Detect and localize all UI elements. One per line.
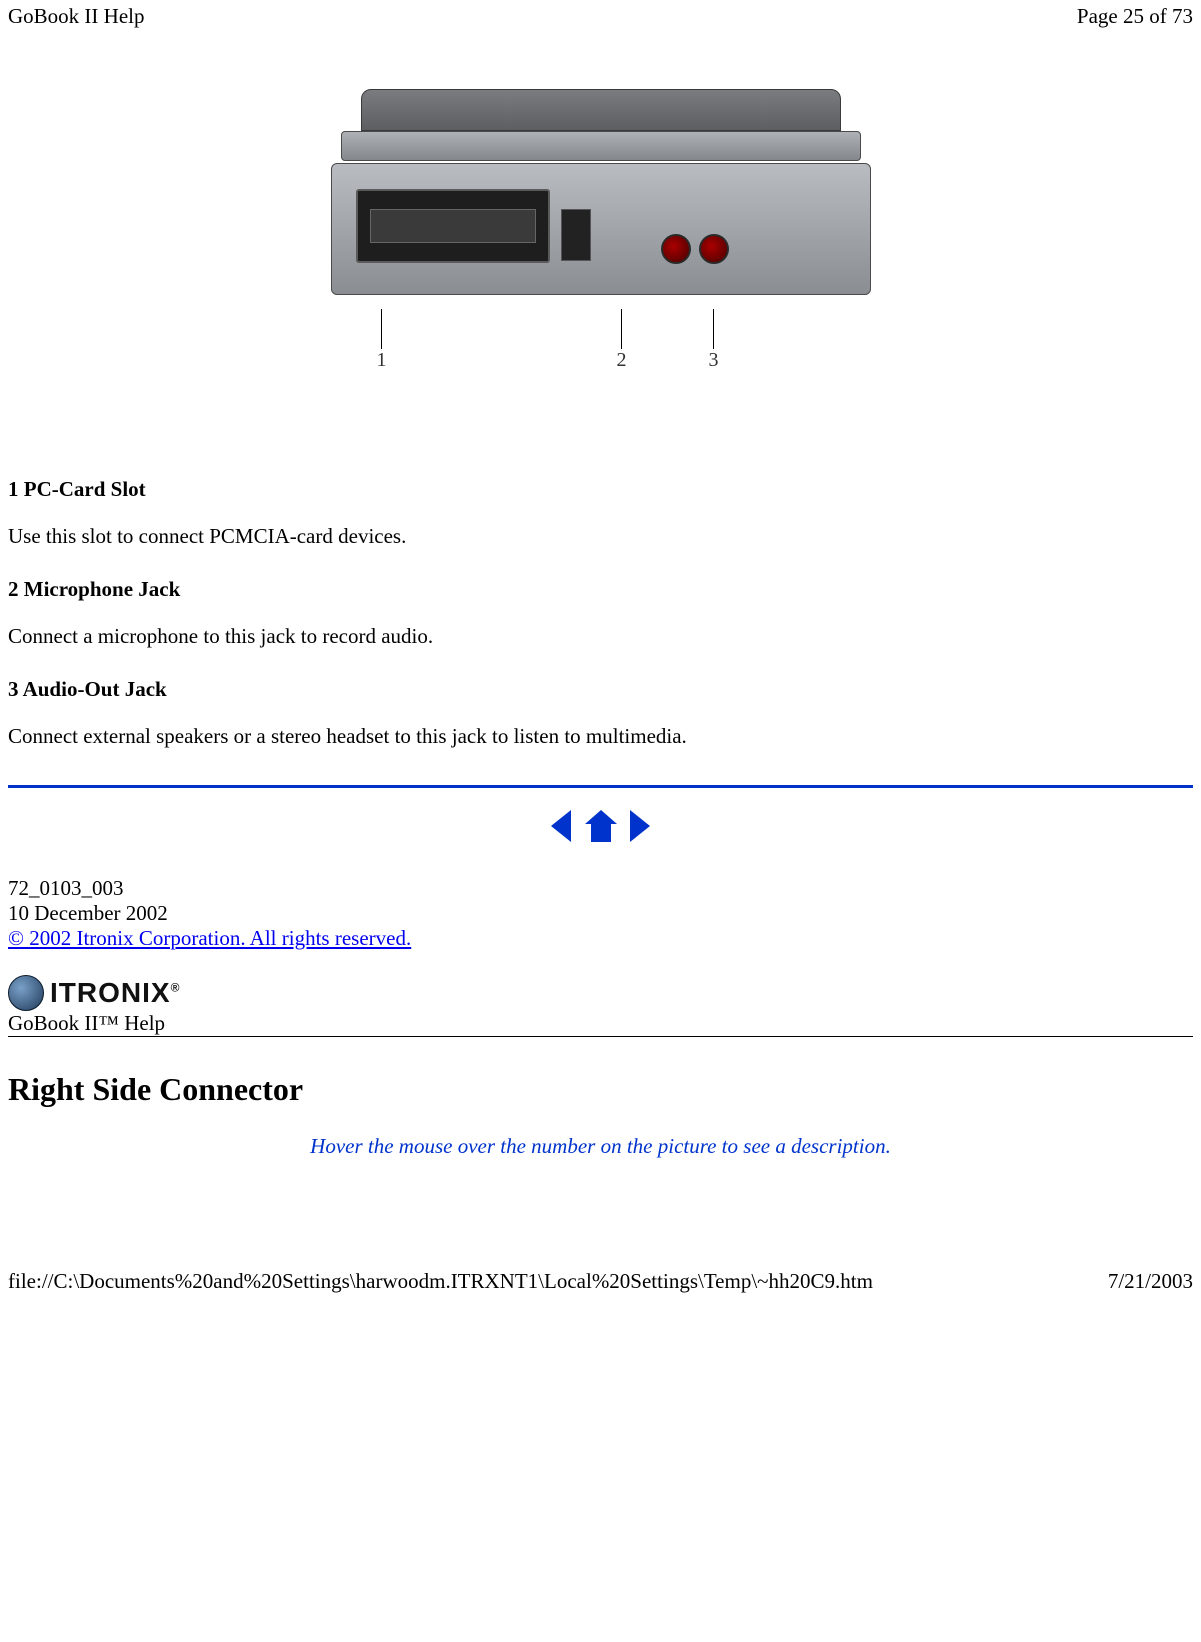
mic-jack-graphic	[661, 234, 691, 264]
pc-card-slot-graphic	[356, 189, 550, 263]
section-1-text: Use this slot to connect PCMCIA-card dev…	[8, 524, 1193, 549]
brand-name: ITRONIX	[50, 977, 171, 1008]
header-title: GoBook II Help	[8, 4, 144, 29]
callout-2: 2	[617, 349, 627, 372]
device-illustration	[321, 89, 881, 309]
hover-hint: Hover the mouse over the number on the p…	[8, 1134, 1193, 1159]
device-figure: 1 2 3	[8, 89, 1193, 377]
nav-prev-icon[interactable]	[547, 808, 575, 844]
section-2-heading: 2 Microphone Jack	[8, 577, 1193, 602]
section-3-heading: 3 Audio-Out Jack	[8, 677, 1193, 702]
callout-1: 1	[377, 349, 387, 372]
globe-icon	[8, 975, 44, 1011]
page-indicator: Page 25 of 73	[1077, 4, 1193, 29]
eject-button-graphic	[561, 209, 591, 261]
callout-3: 3	[709, 349, 719, 372]
registered-symbol: ®	[171, 981, 181, 995]
brand-logo: ITRONIX®	[8, 975, 238, 1011]
footer-date: 7/21/2003	[1108, 1269, 1193, 1294]
footer-path: file://C:\Documents%20and%20Settings\har…	[8, 1269, 873, 1294]
document-date: 10 December 2002	[8, 901, 1193, 926]
section-1-heading: 1 PC-Card Slot	[8, 477, 1193, 502]
section-3-text: Connect external speakers or a stereo he…	[8, 724, 1193, 749]
nav-home-icon[interactable]	[581, 808, 621, 844]
help-label: GoBook II™ Help	[8, 1011, 165, 1035]
right-side-heading: Right Side Connector	[8, 1071, 1193, 1108]
nav-next-icon[interactable]	[626, 808, 654, 844]
copyright-link[interactable]: © 2002 Itronix Corporation. All rights r…	[8, 926, 411, 951]
section-2-text: Connect a microphone to this jack to rec…	[8, 624, 1193, 649]
document-id: 72_0103_003	[8, 876, 1193, 901]
audio-jack-graphic	[699, 234, 729, 264]
divider	[8, 785, 1193, 788]
